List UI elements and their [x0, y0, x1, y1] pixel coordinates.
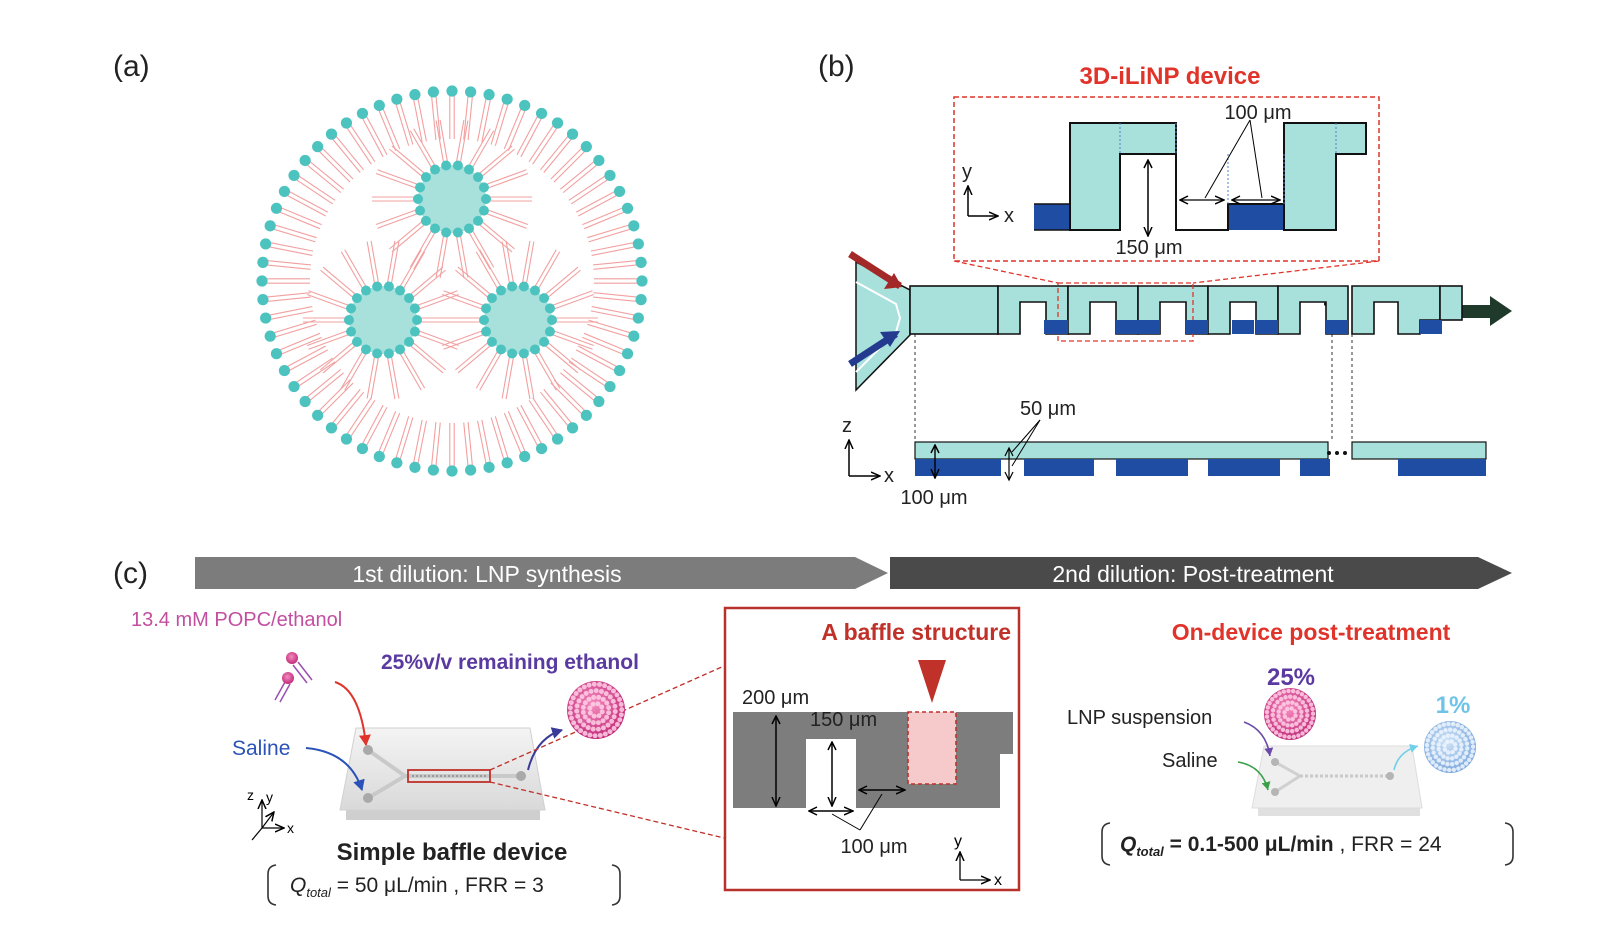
saline-label: Saline: [232, 737, 290, 760]
inset-connector-right: [1192, 260, 1380, 284]
panel-b-label: (b): [818, 50, 855, 83]
panel-c-label: (c): [113, 557, 148, 590]
condition1-text: Qtotal = 50 μL/min , FRR = 3: [290, 874, 544, 900]
second-dilution-label: 2nd dilution: Post-treatment: [1052, 561, 1334, 587]
lnp-particle-1-icon: [1424, 721, 1476, 773]
lnp-particle-icon: [567, 681, 625, 739]
chip-axis-y: y: [266, 789, 273, 805]
condition1-bracket-right: [611, 864, 621, 906]
baffle-geometry: [733, 660, 1013, 880]
baffle-axis-x: x: [994, 872, 1002, 889]
percent-25-label: 25%: [1267, 664, 1315, 691]
dim-150um-label: 150 μm: [1115, 237, 1182, 259]
baffle-150um-label: 150 μm: [810, 709, 877, 731]
lipid-molecule-icon: [274, 652, 313, 703]
arrow-first-dilution: [195, 557, 888, 589]
channel-side-view: [849, 419, 1487, 482]
post-treatment-title: On-device post-treatment: [1172, 619, 1451, 645]
condition2-bracket-left: [1101, 822, 1111, 866]
inset-box: [953, 96, 1380, 262]
post-treatment-chip: [1237, 721, 1423, 816]
condition1-bracket-left: [267, 864, 277, 906]
panel-a-label: (a): [113, 50, 150, 83]
device-title-3d-ilinp: 3D-iLiNP device: [1080, 63, 1261, 90]
side-axis-z: z: [842, 415, 852, 437]
lipid-solution-label: 13.4 mM POPC/ethanol: [131, 609, 342, 631]
lnp-suspension-label: LNP suspension: [1067, 707, 1212, 729]
channel-top-view: [848, 251, 1512, 440]
lnp-particle-25-icon: [1264, 688, 1316, 740]
simple-baffle-device-label: Simple baffle device: [337, 839, 568, 866]
percent-1-label: 1%: [1436, 692, 1471, 719]
chip-axis-x: x: [287, 820, 294, 836]
condition2-text: Qtotal = 0.1-500 μL/min , FRR = 24: [1120, 833, 1442, 859]
side-axis-x: x: [884, 465, 894, 487]
saline-post-label: Saline: [1162, 750, 1218, 772]
condition2-bracket-right: [1504, 822, 1514, 866]
chip-axes-icon: [251, 800, 284, 841]
baffle-100um-label: 100 μm: [840, 836, 907, 858]
inset-channel-geometry: [968, 119, 1367, 236]
simple-baffle-chip: [305, 665, 725, 839]
baffle-structure-title: A baffle structure: [821, 619, 1011, 645]
inset-axis-y: y: [962, 161, 972, 183]
lipid-nanoparticle-illustration: [256, 85, 648, 477]
chip-axis-z: z: [247, 787, 254, 803]
inset-axis-x: x: [1004, 205, 1014, 227]
dim-z-100um-label: 100 μm: [900, 487, 967, 509]
first-dilution-label: 1st dilution: LNP synthesis: [352, 561, 621, 587]
inset-connector-left: [953, 260, 1059, 284]
remaining-ethanol-label: 25%v/v remaining ethanol: [381, 651, 639, 674]
arrow-second-dilution: [890, 557, 1512, 589]
dim-50um-label: 50 μm: [1020, 398, 1076, 420]
baffle-axis-y: y: [954, 833, 962, 850]
dim-100um-label: 100 μm: [1224, 102, 1291, 124]
baffle-200um-label: 200 μm: [742, 687, 809, 709]
